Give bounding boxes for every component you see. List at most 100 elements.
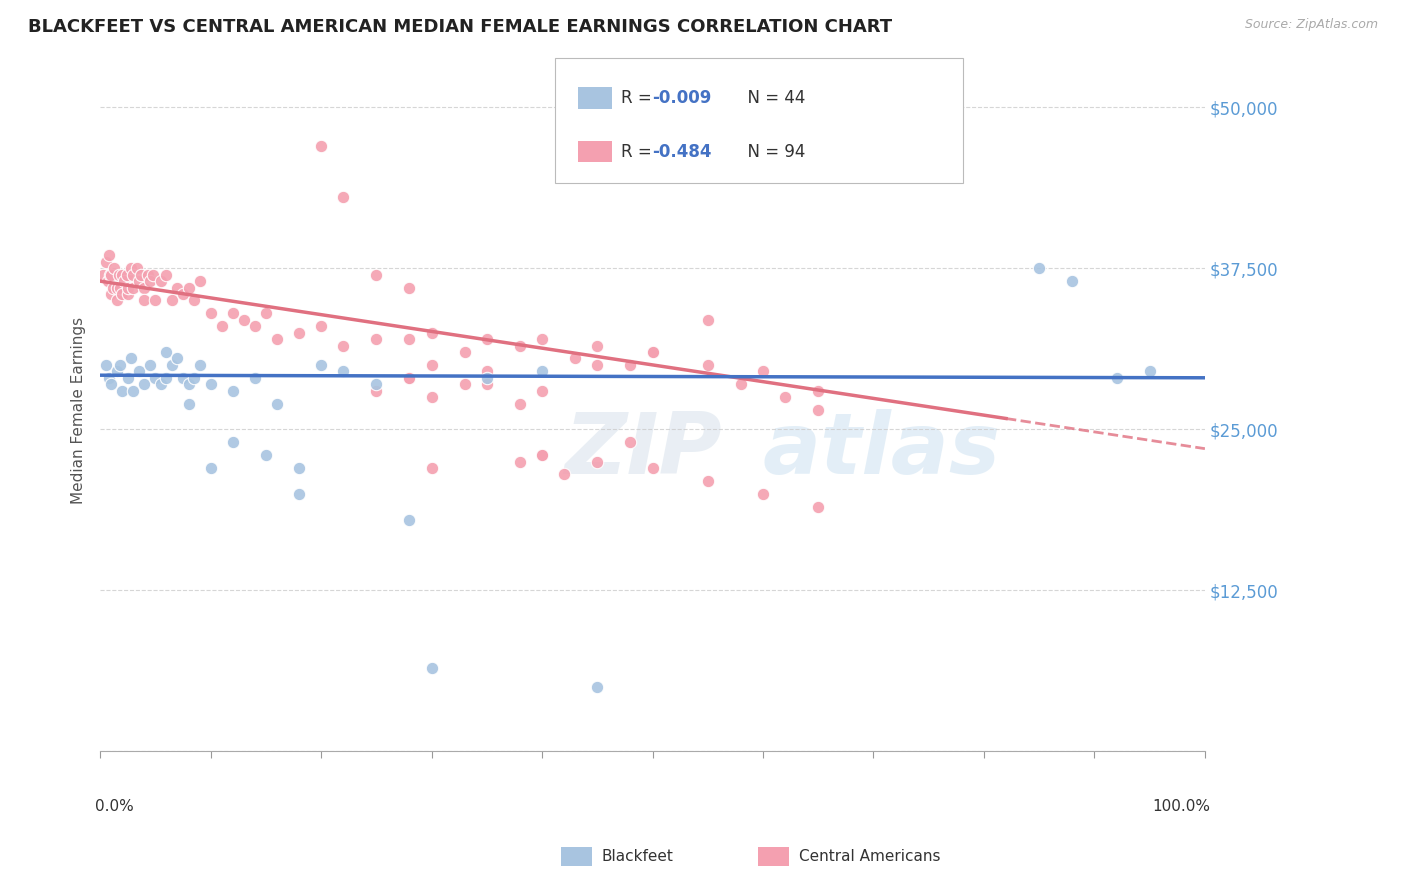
Point — [531, 384, 554, 398]
Point — [420, 326, 443, 340]
Point — [97, 274, 120, 288]
Point — [641, 345, 664, 359]
Point — [696, 358, 718, 372]
Point — [288, 461, 311, 475]
Point — [117, 371, 139, 385]
Point — [120, 351, 142, 366]
Point — [108, 280, 131, 294]
Point — [122, 280, 145, 294]
Point — [122, 384, 145, 398]
Point — [111, 384, 134, 398]
Point — [200, 461, 222, 475]
Point — [254, 306, 277, 320]
Point — [134, 377, 156, 392]
Text: R =: R = — [621, 143, 658, 161]
Point — [586, 454, 609, 468]
Point — [619, 358, 641, 372]
Point — [177, 396, 200, 410]
Point — [105, 280, 128, 294]
Point — [243, 371, 266, 385]
Point — [120, 261, 142, 276]
Point — [177, 377, 200, 392]
Point — [807, 384, 830, 398]
Point — [128, 274, 150, 288]
Point — [366, 332, 388, 346]
Point — [553, 467, 575, 482]
Point — [105, 293, 128, 308]
Point — [114, 274, 136, 288]
Point — [160, 293, 183, 308]
Point — [730, 377, 752, 392]
Point — [586, 680, 609, 694]
Text: Blackfeet: Blackfeet — [602, 849, 673, 863]
Point — [420, 358, 443, 372]
Point — [177, 280, 200, 294]
Point — [696, 313, 718, 327]
Text: -0.009: -0.009 — [652, 89, 711, 107]
Text: Central Americans: Central Americans — [799, 849, 941, 863]
Text: atlas: atlas — [763, 409, 1001, 492]
Point — [222, 435, 245, 450]
Point — [136, 268, 159, 282]
Point — [696, 474, 718, 488]
Point — [509, 338, 531, 352]
Point — [288, 326, 311, 340]
Point — [166, 351, 188, 366]
Point — [134, 293, 156, 308]
Point — [254, 448, 277, 462]
Point — [98, 268, 121, 282]
Point — [366, 268, 388, 282]
Point — [509, 454, 531, 468]
Point — [100, 268, 122, 282]
Point — [398, 512, 420, 526]
Point — [641, 345, 664, 359]
Point — [398, 371, 420, 385]
Point — [309, 319, 332, 334]
Point — [103, 280, 125, 294]
Point — [641, 461, 664, 475]
Point — [1105, 371, 1128, 385]
Point — [188, 358, 211, 372]
Point — [309, 138, 332, 153]
Point — [243, 319, 266, 334]
Point — [172, 371, 194, 385]
Point — [100, 287, 122, 301]
Point — [134, 280, 156, 294]
Text: 0.0%: 0.0% — [94, 799, 134, 814]
Point — [586, 358, 609, 372]
Point — [149, 377, 172, 392]
Text: Source: ZipAtlas.com: Source: ZipAtlas.com — [1244, 18, 1378, 31]
Point — [129, 268, 152, 282]
Point — [475, 364, 498, 378]
Point — [93, 268, 115, 282]
Point — [475, 377, 498, 392]
Point — [142, 268, 165, 282]
Point — [807, 500, 830, 514]
Point — [531, 448, 554, 462]
Point — [200, 377, 222, 392]
Text: N = 94: N = 94 — [737, 143, 806, 161]
Point — [509, 396, 531, 410]
Y-axis label: Median Female Earnings: Median Female Earnings — [72, 317, 86, 504]
Point — [266, 396, 288, 410]
Text: R =: R = — [621, 89, 658, 107]
Point — [105, 364, 128, 378]
Point — [531, 448, 554, 462]
Point — [94, 255, 117, 269]
Point — [108, 268, 131, 282]
Point — [222, 384, 245, 398]
Text: BLACKFEET VS CENTRAL AMERICAN MEDIAN FEMALE EARNINGS CORRELATION CHART: BLACKFEET VS CENTRAL AMERICAN MEDIAN FEM… — [28, 18, 893, 36]
Point — [475, 332, 498, 346]
Point — [100, 377, 122, 392]
Point — [586, 338, 609, 352]
Point — [145, 293, 167, 308]
Point — [420, 390, 443, 404]
Point — [111, 287, 134, 301]
Point — [125, 261, 148, 276]
Point — [619, 435, 641, 450]
Point — [475, 371, 498, 385]
Point — [188, 274, 211, 288]
Point — [1062, 274, 1084, 288]
Point — [366, 377, 388, 392]
Point — [155, 345, 177, 359]
